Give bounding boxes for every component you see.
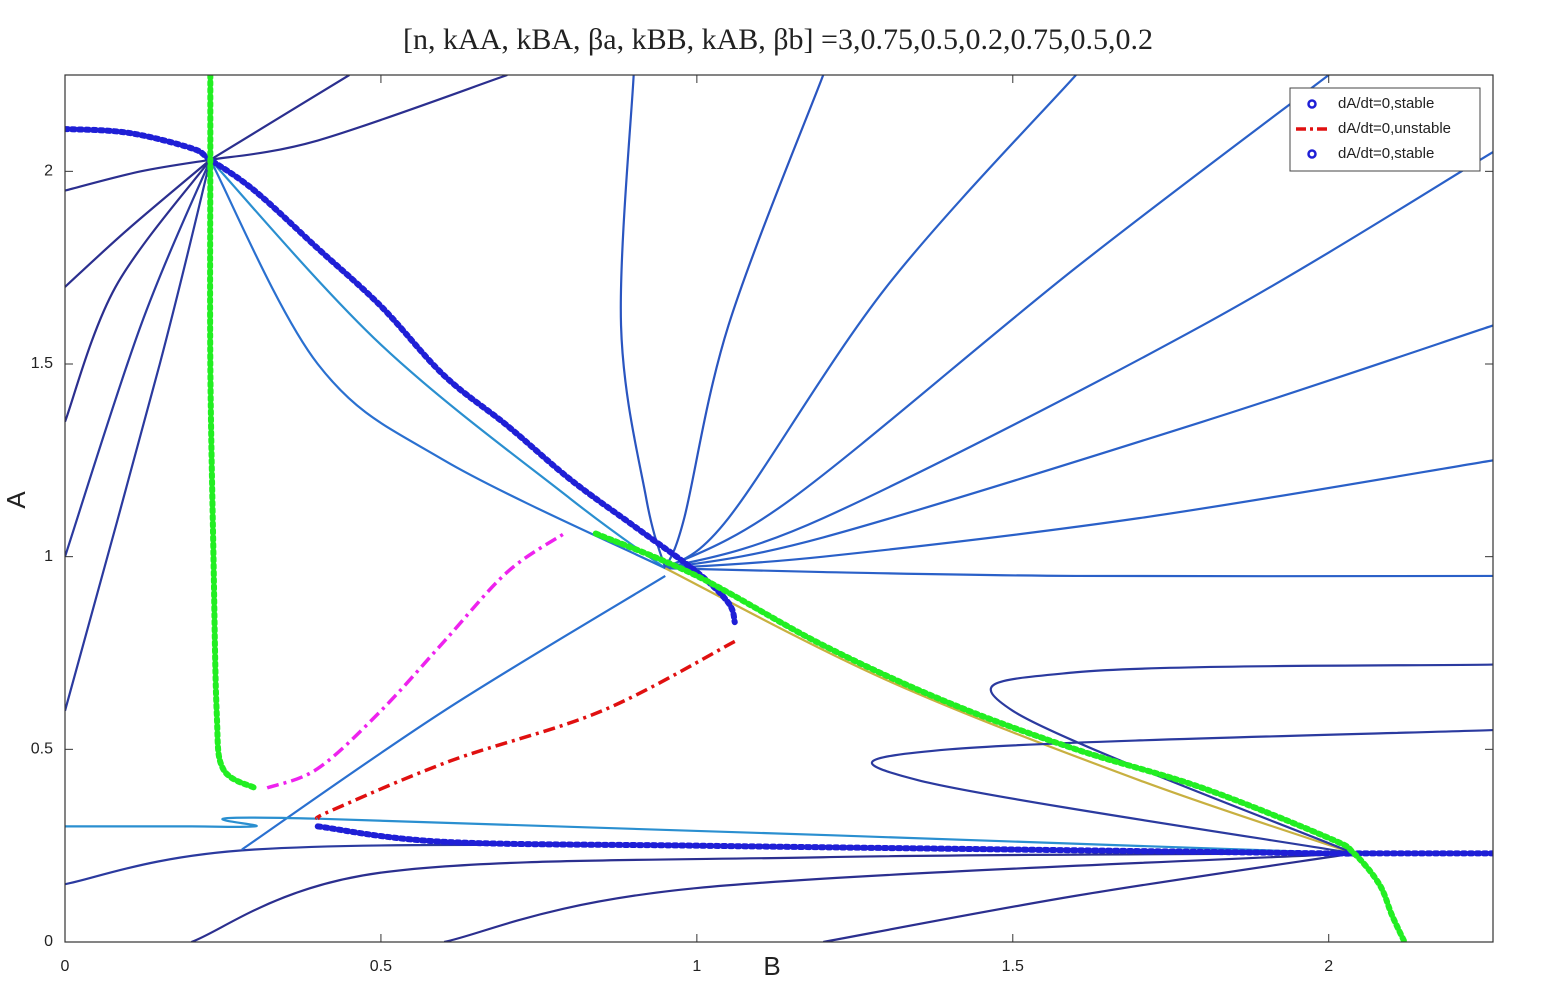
streamline <box>65 159 212 423</box>
streamline <box>989 663 1493 855</box>
streamline <box>209 159 666 570</box>
streamline <box>65 159 212 712</box>
nullcline <box>65 125 738 626</box>
plot-area <box>65 75 1493 942</box>
streamline <box>209 159 666 570</box>
chart-title: [n, kAA, kBA, βa, kBB, kAB, βb] =3,0.75,… <box>403 23 1153 56</box>
streamline <box>190 852 1354 942</box>
streamline <box>65 158 211 192</box>
x-axis-label: B <box>763 951 780 981</box>
nullcline <box>592 530 1408 942</box>
streamline <box>210 75 508 161</box>
nullcline <box>207 75 258 791</box>
y-tick-label: 2 <box>44 163 53 180</box>
streamline <box>870 728 1493 855</box>
legend-label: dA/dt=0,stable <box>1338 95 1434 112</box>
legend-marker <box>1307 149 1317 159</box>
streamline <box>664 75 825 569</box>
nullcline <box>314 639 736 821</box>
streamline <box>664 567 1355 855</box>
streamline <box>443 852 1355 942</box>
y-tick-label: 1.5 <box>31 355 53 372</box>
nullcline <box>314 823 1493 857</box>
y-tick-label: 1 <box>44 548 53 565</box>
y-axis-label: A <box>1 491 31 509</box>
legend-label: dA/dt=0,stable <box>1338 145 1434 162</box>
streamline <box>65 159 212 558</box>
streamline <box>65 816 1355 855</box>
streamline <box>664 151 1493 570</box>
streamline <box>65 158 212 288</box>
x-tick-label: 2 <box>1324 958 1333 975</box>
streamline <box>665 324 1493 570</box>
streamline <box>241 574 666 851</box>
streamline <box>209 75 350 161</box>
x-tick-label: 1 <box>692 958 701 975</box>
streamline <box>823 852 1355 942</box>
legend-marker <box>1307 99 1317 109</box>
x-tick-label: 0.5 <box>370 958 392 975</box>
streamline <box>619 75 667 569</box>
axes-frame <box>64 74 1494 943</box>
streamline <box>665 567 1493 578</box>
y-tick-label: 0 <box>44 933 53 950</box>
x-tick-label: 0 <box>61 958 70 975</box>
nullcline <box>266 532 566 790</box>
y-tick-label: 0.5 <box>31 741 53 758</box>
streamline <box>664 75 1077 570</box>
streamline <box>664 75 1330 570</box>
legend-label: dA/dt=0,unstable <box>1338 120 1451 137</box>
streamline <box>665 459 1493 570</box>
x-tick-label: 1.5 <box>1002 958 1024 975</box>
